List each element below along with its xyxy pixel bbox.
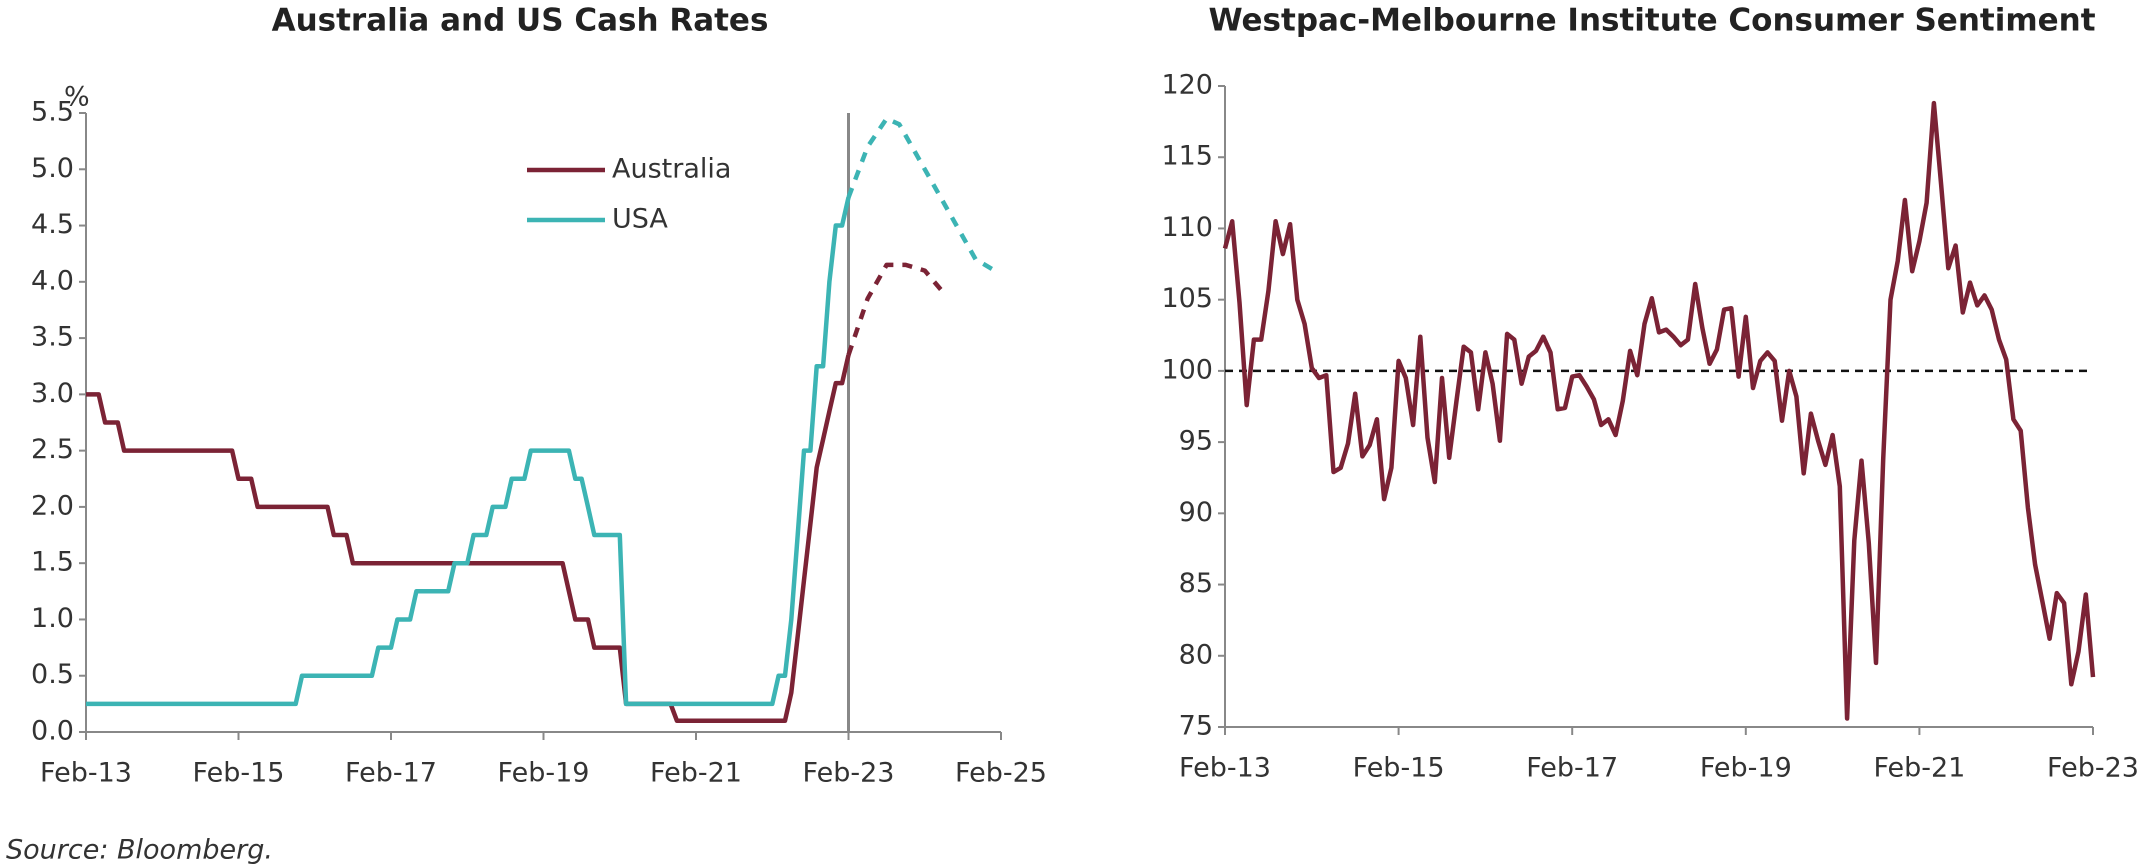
x-tick-label: Feb-25 <box>955 758 1047 789</box>
y-tick-label: 2.5 <box>31 434 74 465</box>
legend-label: USA <box>612 204 668 235</box>
x-tick-label: Feb-19 <box>1700 753 1792 784</box>
x-tick-label: Feb-21 <box>650 758 742 789</box>
chart-title: Westpac-Melbourne Institute Consumer Sen… <box>1208 3 2095 39</box>
y-tick-label: 115 <box>1161 141 1213 172</box>
y-axis-label: % <box>64 82 90 113</box>
y-tick-label: 2.0 <box>31 490 74 521</box>
y-tick-label: 95 <box>1179 426 1213 457</box>
y-tick-label: 100 <box>1161 354 1213 385</box>
y-tick-label: 3.0 <box>31 378 74 409</box>
y-tick-label: 105 <box>1161 283 1213 314</box>
y-tick-label: 0.5 <box>31 659 74 690</box>
legend-label: Australia <box>612 154 731 185</box>
x-tick-label: Feb-17 <box>345 758 437 789</box>
y-tick-label: 75 <box>1179 711 1213 742</box>
y-tick-label: 85 <box>1179 568 1213 599</box>
y-tick-label: 4.5 <box>31 209 74 240</box>
y-tick-label: 0.0 <box>31 716 74 747</box>
x-tick-label: Feb-21 <box>1873 753 1965 784</box>
y-tick-label: 90 <box>1179 497 1213 528</box>
y-tick-label: 110 <box>1161 212 1213 243</box>
x-tick-label: Feb-15 <box>1353 753 1445 784</box>
chart-title: Australia and US Cash Rates <box>272 3 769 39</box>
x-tick-label: Feb-23 <box>803 758 895 789</box>
series-line <box>86 196 851 707</box>
series-line <box>1222 100 2096 721</box>
y-tick-label: 5.5 <box>31 97 74 128</box>
y-tick-label: 80 <box>1179 639 1213 670</box>
x-tick-label: Feb-13 <box>40 758 132 789</box>
y-tick-label: 4.0 <box>31 265 74 296</box>
x-tick-label: Feb-15 <box>193 758 285 789</box>
y-tick-label: 120 <box>1161 70 1213 101</box>
x-tick-label: Feb-13 <box>1179 753 1271 784</box>
x-tick-label: Feb-17 <box>1526 753 1618 784</box>
x-tick-label: Feb-23 <box>2047 753 2139 784</box>
series-line <box>86 354 851 723</box>
series-forecast-line <box>846 116 996 273</box>
y-tick-label: 5.0 <box>31 153 74 184</box>
series-forecast-line <box>846 262 946 356</box>
source: Source: Bloomberg. <box>6 835 273 866</box>
y-tick-label: 1.5 <box>31 547 74 578</box>
x-tick-label: Feb-19 <box>498 758 590 789</box>
y-tick-label: 1.0 <box>31 603 74 634</box>
y-tick-label: 3.5 <box>31 322 74 353</box>
